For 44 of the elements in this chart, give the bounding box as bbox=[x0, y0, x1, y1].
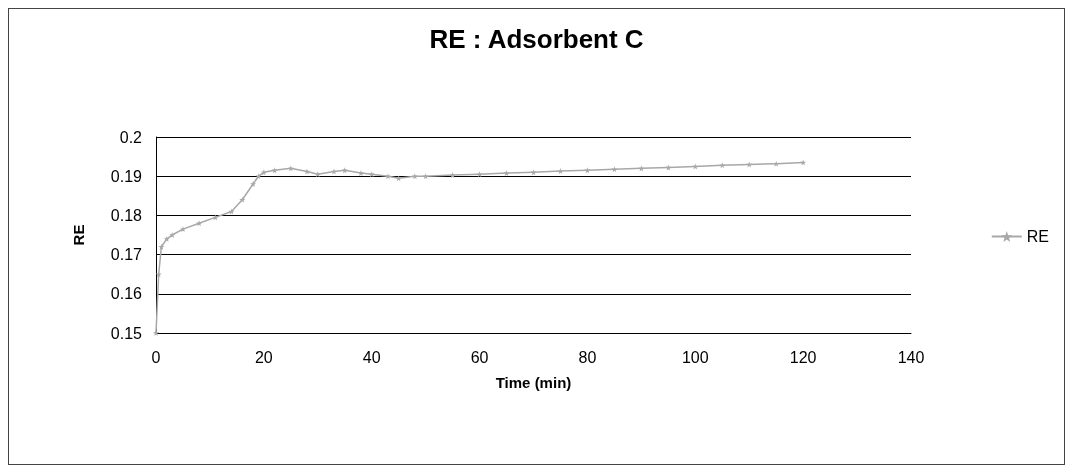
point bbox=[153, 330, 159, 336]
x-tick-label: 120 bbox=[789, 348, 817, 366]
y-axis-title: RE bbox=[70, 224, 87, 246]
point bbox=[239, 196, 246, 203]
x-tick-label: 60 bbox=[470, 348, 489, 366]
x-tick-label: 40 bbox=[362, 348, 381, 366]
point bbox=[163, 235, 170, 242]
point bbox=[411, 173, 418, 180]
point bbox=[449, 172, 456, 179]
chart-title: RE : Adsorbent C bbox=[429, 24, 644, 54]
point bbox=[169, 232, 176, 238]
y-tick-label: 0.19 bbox=[110, 167, 143, 185]
point bbox=[530, 169, 537, 176]
y-tick-label: 0.15 bbox=[110, 324, 143, 342]
point bbox=[341, 167, 348, 174]
y-tick-label: 0.18 bbox=[110, 206, 143, 224]
point bbox=[638, 165, 645, 172]
point bbox=[155, 271, 162, 278]
point bbox=[255, 173, 262, 180]
point bbox=[158, 243, 165, 250]
point bbox=[384, 173, 391, 180]
x-tick-label: 100 bbox=[681, 348, 709, 366]
y-tick-label: 0.16 bbox=[110, 285, 143, 303]
point bbox=[228, 208, 235, 215]
x-tick-label: 80 bbox=[578, 348, 597, 366]
point bbox=[557, 168, 564, 175]
point bbox=[287, 165, 294, 172]
legend-label: RE bbox=[1026, 228, 1050, 245]
point bbox=[665, 164, 672, 171]
y-tick-label: 0.2 bbox=[119, 128, 143, 146]
point bbox=[503, 170, 510, 177]
point bbox=[395, 175, 402, 182]
point bbox=[422, 173, 429, 180]
x-tick-label: 140 bbox=[897, 348, 925, 366]
point bbox=[611, 166, 618, 173]
point bbox=[250, 181, 257, 188]
point bbox=[476, 171, 483, 178]
point bbox=[692, 163, 699, 170]
point bbox=[179, 226, 186, 233]
x-tick-label: 20 bbox=[254, 348, 273, 366]
x-tick-label: 0 bbox=[151, 348, 161, 366]
y-tick-label: 0.17 bbox=[110, 246, 143, 264]
x-axis-title: Time (min) bbox=[495, 374, 572, 391]
point bbox=[212, 214, 219, 221]
